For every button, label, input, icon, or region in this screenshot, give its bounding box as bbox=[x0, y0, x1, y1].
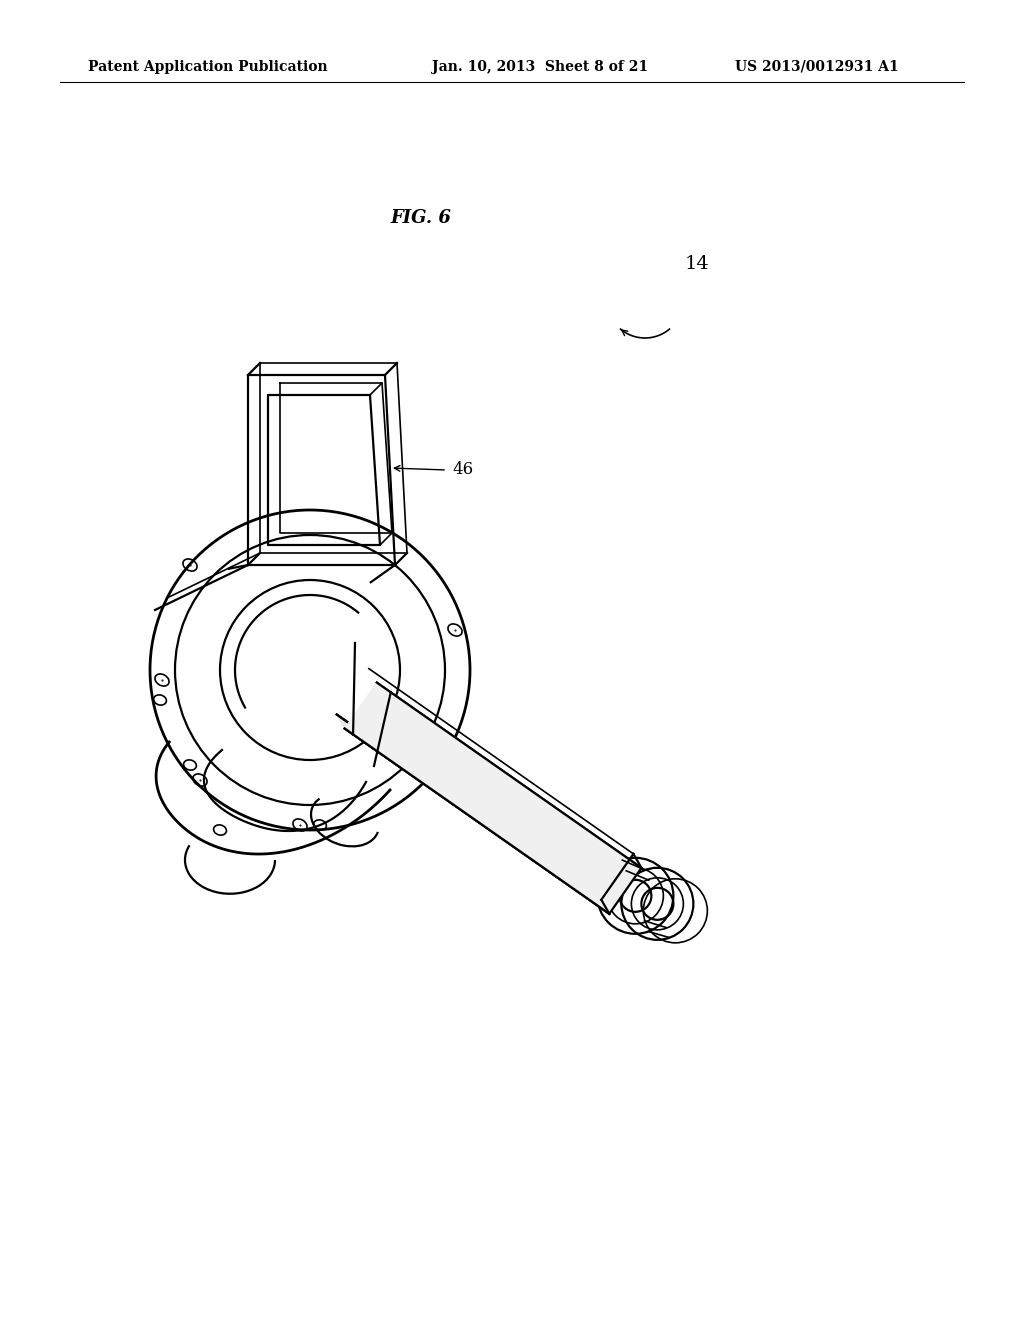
Polygon shape bbox=[345, 682, 641, 913]
Text: Patent Application Publication: Patent Application Publication bbox=[88, 59, 328, 74]
Text: 46: 46 bbox=[452, 462, 473, 479]
Text: FIG. 6: FIG. 6 bbox=[390, 209, 451, 227]
Text: 14: 14 bbox=[685, 255, 710, 273]
Text: US 2013/0012931 A1: US 2013/0012931 A1 bbox=[735, 59, 899, 74]
Text: Jan. 10, 2013  Sheet 8 of 21: Jan. 10, 2013 Sheet 8 of 21 bbox=[432, 59, 648, 74]
Polygon shape bbox=[337, 714, 609, 913]
